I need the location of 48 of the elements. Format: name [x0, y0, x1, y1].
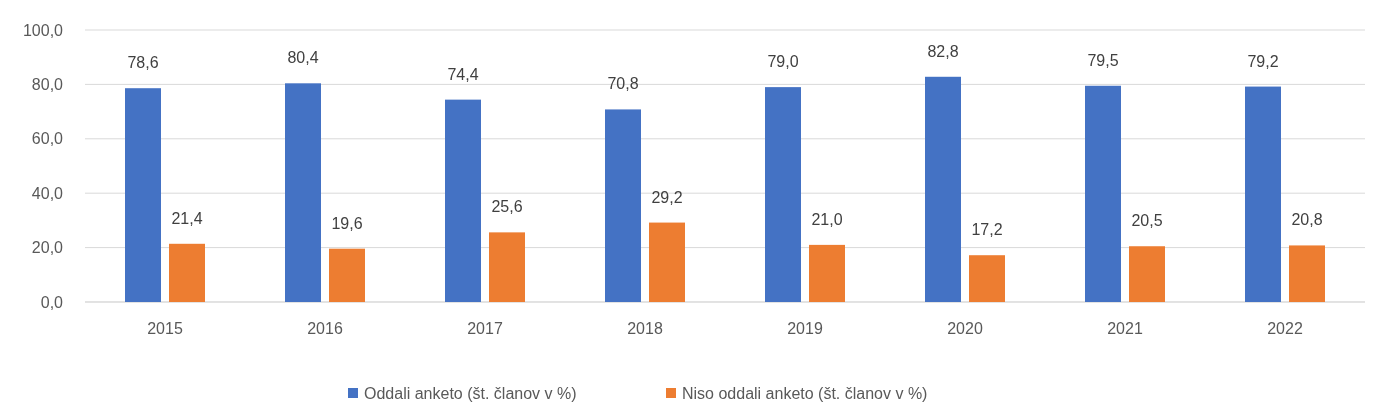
x-tick-label: 2021 — [1107, 320, 1143, 337]
y-tick-label: 0,0 — [40, 293, 64, 311]
data-label: 80,4 — [287, 49, 319, 67]
data-label: 21,4 — [171, 209, 203, 227]
data-label: 82,8 — [927, 42, 959, 60]
data-label: 78,6 — [127, 54, 159, 72]
x-tick-label: 2016 — [307, 320, 343, 337]
x-tick-label: 2019 — [787, 320, 823, 337]
x-tick-label: 2018 — [627, 320, 663, 337]
data-label: 25,6 — [491, 198, 523, 216]
bar — [649, 222, 685, 302]
y-tick-label: 20,0 — [31, 239, 64, 257]
data-label: 19,6 — [331, 214, 363, 232]
bar — [809, 244, 845, 302]
x-tick-label: 2015 — [147, 320, 183, 337]
legend-label: Niso oddali anketo (št. članov v %) — [682, 384, 928, 402]
y-tick-label: 100,0 — [22, 21, 64, 39]
data-label: 20,8 — [1291, 211, 1323, 229]
x-tick-label: 2017 — [467, 320, 503, 337]
bar — [1129, 246, 1165, 302]
data-label: 17,2 — [971, 221, 1003, 239]
bar — [169, 243, 205, 302]
bar — [605, 109, 641, 302]
bar — [969, 255, 1005, 302]
y-tick-label: 60,0 — [31, 130, 64, 148]
bar — [329, 248, 365, 302]
data-label: 21,0 — [811, 210, 843, 228]
data-label: 74,4 — [447, 65, 479, 83]
bar — [765, 87, 801, 302]
data-label: 79,0 — [767, 53, 799, 71]
data-label: 79,5 — [1087, 51, 1119, 69]
data-label: 70,8 — [607, 75, 639, 93]
bar — [125, 88, 161, 302]
bar — [1289, 245, 1325, 302]
x-tick-label: 2022 — [1267, 320, 1303, 337]
data-label: 79,2 — [1247, 52, 1279, 70]
bar — [1245, 86, 1281, 302]
x-tick-label: 2020 — [947, 320, 983, 337]
data-label: 29,2 — [651, 188, 683, 206]
data-label: 20,5 — [1131, 212, 1163, 230]
legend-label: Oddali anketo (št. članov v %) — [364, 384, 577, 402]
bar — [285, 83, 321, 302]
bar — [489, 232, 525, 302]
y-tick-label: 40,0 — [31, 184, 64, 202]
bar — [1085, 85, 1121, 302]
y-tick-label: 80,0 — [31, 76, 64, 93]
bar — [445, 99, 481, 302]
bar — [925, 76, 961, 302]
